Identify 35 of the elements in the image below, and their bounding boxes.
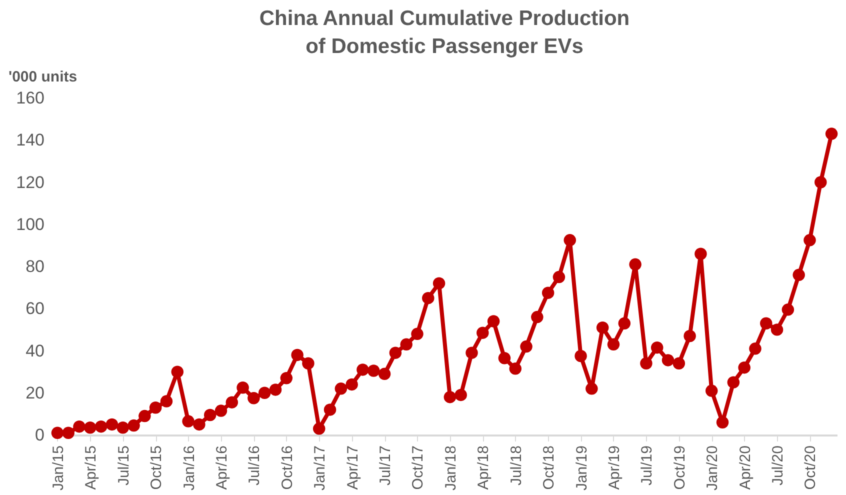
x-tick-label: Jul/17: [377, 446, 394, 486]
x-tick-label: Apr/15: [82, 446, 100, 490]
x-tick-label: Apr/19: [606, 446, 623, 490]
x-tick-label: Jan/20: [704, 446, 722, 491]
y-tick-label: 40: [26, 341, 44, 360]
x-tick-label: Oct/15: [148, 446, 166, 490]
x-tick-label: Apr/20: [736, 446, 754, 490]
y-tick-label: 0: [35, 426, 44, 444]
chart-title: China Annual Cumulative Production of Domestic Passenger EVs: [259, 7, 630, 58]
x-tick-label: Apr/16: [213, 446, 230, 490]
y-tick-label: 80: [26, 257, 44, 276]
y-axis-title: '000 units: [8, 68, 78, 86]
x-tick-label: Jan/15: [50, 446, 67, 491]
x-tick-label: Apr/18: [475, 446, 492, 490]
y-tick-label: 120: [16, 172, 44, 192]
x-tick-label: Jul/20: [770, 446, 787, 486]
y-tick-label: 60: [26, 299, 44, 318]
x-tick-label: Jan/18: [442, 446, 460, 491]
x-tick-label: Jul/15: [115, 446, 132, 486]
x-tick-label: Jul/19: [638, 446, 656, 486]
y-tick-label: 160: [16, 88, 44, 108]
y-tick-label: 20: [26, 383, 44, 402]
y-tick-label: 100: [16, 214, 44, 234]
x-tick-label: Oct/17: [410, 446, 427, 490]
x-tick-label: Oct/19: [671, 446, 688, 490]
x-tick-label: Jul/18: [508, 446, 525, 486]
x-tick-label: Oct/18: [540, 446, 558, 490]
x-tick-label: Apr/17: [344, 446, 362, 490]
x-tick-label: Jan/19: [573, 446, 590, 491]
y-tick-label: 140: [16, 130, 44, 150]
x-tick-label: Jan/17: [312, 446, 329, 491]
x-tick-label: Jul/16: [246, 446, 264, 486]
x-tick-label: Jan/16: [180, 446, 198, 491]
x-tick-label: Oct/16: [278, 446, 296, 490]
x-tick-label: Oct/20: [802, 446, 820, 490]
